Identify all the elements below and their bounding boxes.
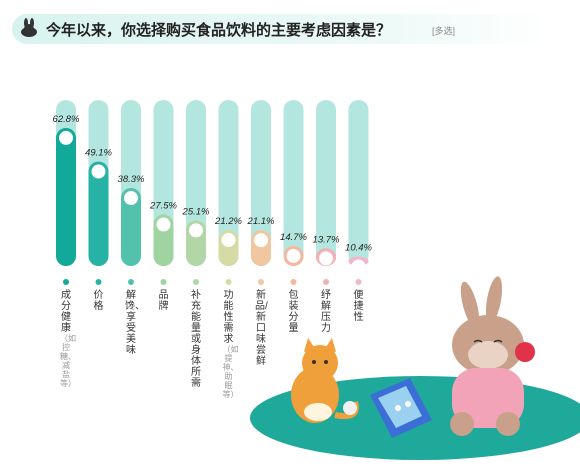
category-label-main: 功能性需求 <box>223 290 234 345</box>
value-label: 62.8% <box>53 114 80 125</box>
bar-track <box>251 100 271 266</box>
category-label: 价格 <box>93 290 105 312</box>
category-label-main: 价格 <box>93 290 104 312</box>
bar-knob <box>156 217 171 232</box>
bunny-illustration <box>450 276 535 436</box>
multi-select-tag: [多选] <box>432 26 456 36</box>
bar-track <box>218 100 239 266</box>
category-label: 纾解压力 <box>320 290 332 334</box>
bar-knob <box>254 233 268 248</box>
value-label: 27.5% <box>149 201 177 212</box>
value-label: 21.2% <box>214 216 242 227</box>
category-label: 便捷性 <box>353 290 365 323</box>
snack-bag-illustration <box>370 378 432 438</box>
bar-knob <box>286 248 301 263</box>
bar-knob <box>189 223 203 238</box>
bar <box>88 161 109 266</box>
category-label-main: 补充能量或身体所需 <box>191 290 201 389</box>
value-label: 25.1% <box>182 206 210 217</box>
category-label-note: （如控糖、减盐等） <box>60 334 76 388</box>
cat-illustration <box>291 338 359 423</box>
category-dot <box>193 279 199 285</box>
rabbit-icon <box>21 18 37 37</box>
bar-track <box>348 100 369 266</box>
bar <box>121 188 141 266</box>
bar-knob <box>59 130 73 145</box>
category-dot <box>323 279 329 285</box>
category-dot <box>63 279 69 285</box>
category-label-main: 便捷性 <box>353 290 364 323</box>
category-label: 包装分量 <box>288 290 300 334</box>
bar <box>56 127 76 266</box>
category-label: 品牌 <box>158 290 170 312</box>
category-dot <box>290 279 297 285</box>
chart-title: 今年以来，你选择购买食品饮料的主要考虑因素是？ <box>46 22 392 39</box>
value-label: 10.4% <box>345 242 372 253</box>
category-label: 补充能量或身体所需 <box>190 290 202 389</box>
category-label: 功能性需求 （如提神、助眠等） <box>222 290 239 399</box>
category-label-main: 纾解压力 <box>321 290 331 334</box>
bar-knob <box>319 251 333 266</box>
value-label: 21.1% <box>247 216 275 227</box>
category-label-main: 新品/新口味尝鲜 <box>255 290 268 367</box>
category-label: 解馋、享受美味 <box>125 290 145 356</box>
value-label: 13.7% <box>313 234 340 245</box>
bar-track <box>316 100 336 266</box>
bar-knob <box>351 259 366 274</box>
bar-knob <box>124 191 138 206</box>
category-dot <box>160 279 167 285</box>
value-label: 49.1% <box>85 148 112 159</box>
decorative-illustration <box>250 276 580 460</box>
category-label-main: 品牌 <box>158 290 169 312</box>
value-label: 14.7% <box>280 232 307 243</box>
category-dot <box>95 279 102 285</box>
category-dot <box>128 279 134 285</box>
title-bar <box>12 14 552 44</box>
category-dot <box>225 279 232 285</box>
category-label-note: （如提神、助眠等） <box>222 345 239 399</box>
category-label-main: 成分健康 <box>61 290 71 334</box>
bar-track <box>283 100 304 266</box>
bar-knob <box>221 232 236 247</box>
category-label: 新品/新口味尝鲜 <box>255 290 268 367</box>
value-label: 38.3% <box>118 174 145 185</box>
bar-knob <box>91 164 106 179</box>
category-dot <box>355 279 362 285</box>
category-label: 成分健康 （如控糖、减盐等） <box>60 290 76 388</box>
category-dot <box>258 279 264 285</box>
category-label-main: 包装分量 <box>288 290 299 334</box>
category-label-main: 解馋、享受美味 <box>125 290 145 356</box>
